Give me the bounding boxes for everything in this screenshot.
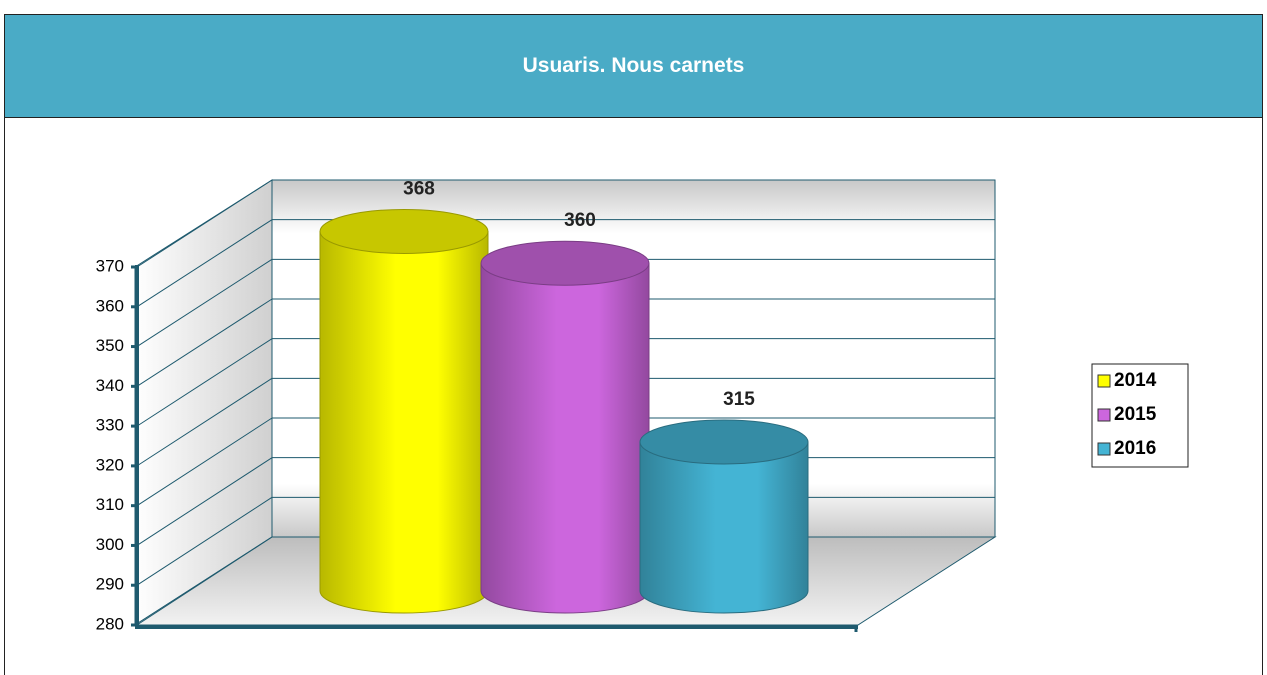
legend-label: 2016	[1114, 438, 1156, 459]
bar-top	[480, 240, 650, 286]
legend-label: 2015	[1114, 404, 1157, 425]
grid-line	[136, 338, 273, 427]
y-tick-label: 330	[96, 416, 124, 435]
y-tick-label: 280	[96, 614, 124, 633]
chart-title: Usuaris. Nous carnets	[5, 15, 1262, 118]
data-label: 368	[403, 178, 435, 199]
bar	[480, 262, 650, 614]
grid-line	[136, 298, 273, 387]
data-label: 360	[564, 210, 596, 231]
y-tick-label: 300	[96, 535, 124, 554]
y-tick-label: 310	[96, 495, 124, 514]
grid-line	[136, 377, 273, 467]
y-tick-label: 360	[96, 296, 124, 315]
grid-line	[136, 179, 273, 268]
legend-swatch	[1097, 408, 1111, 422]
y-tick-label: 370	[96, 256, 124, 275]
grid-line	[136, 258, 273, 347]
grid-line	[136, 219, 273, 308]
bar-top	[319, 208, 489, 254]
grid-line	[136, 536, 273, 626]
frame: Usuaris. Nous carnets	[4, 14, 1263, 675]
grid-line	[136, 496, 273, 586]
y-tick-label: 320	[96, 455, 124, 474]
legend-swatch	[1097, 374, 1111, 388]
bar	[319, 230, 489, 614]
data-label: 315	[723, 389, 755, 410]
bar-top	[639, 419, 809, 465]
y-tick-label: 290	[96, 575, 124, 594]
y-tick-label: 340	[96, 376, 124, 395]
grid-line	[136, 417, 273, 507]
bar	[639, 441, 809, 614]
legend-label: 2014	[1114, 370, 1157, 391]
legend-swatch	[1097, 442, 1111, 456]
grid-line	[136, 457, 273, 546]
y-tick-label: 350	[96, 336, 124, 355]
